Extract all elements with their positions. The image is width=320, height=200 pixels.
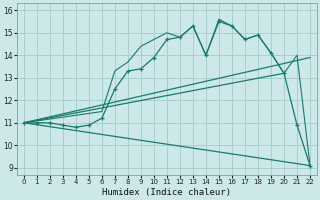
- X-axis label: Humidex (Indice chaleur): Humidex (Indice chaleur): [102, 188, 231, 197]
